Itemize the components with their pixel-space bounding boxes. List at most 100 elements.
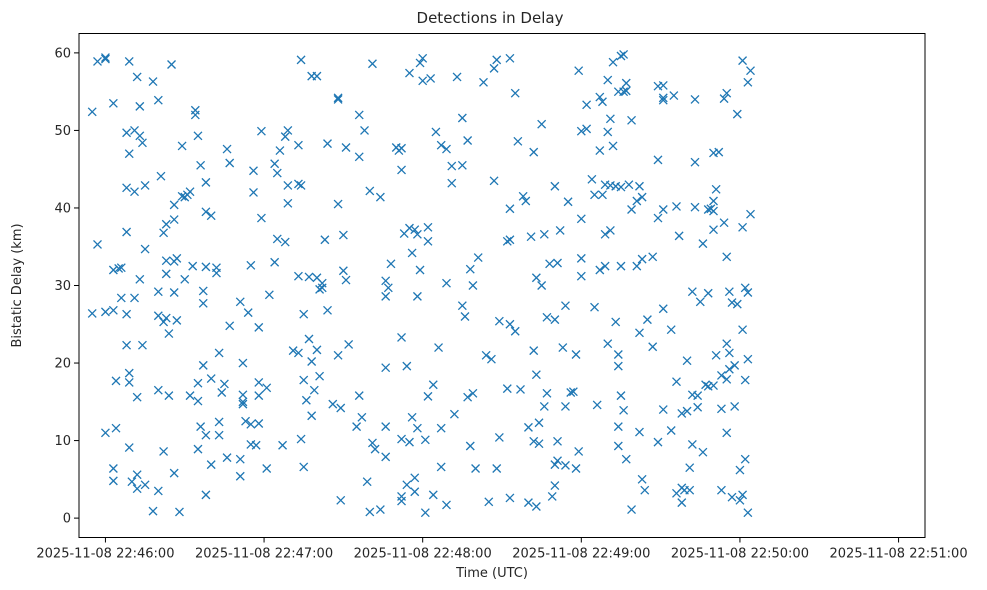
data-point xyxy=(338,230,348,240)
data-point xyxy=(293,179,303,189)
data-point xyxy=(616,51,626,61)
data-point xyxy=(724,364,734,374)
plot-area xyxy=(79,33,925,538)
data-point xyxy=(87,308,97,318)
data-point xyxy=(709,225,718,235)
data-point xyxy=(301,395,311,405)
data-point xyxy=(740,375,750,385)
data-point xyxy=(193,396,203,406)
data-point xyxy=(716,370,726,380)
data-point xyxy=(553,258,562,268)
data-point xyxy=(531,370,541,380)
data-point xyxy=(603,75,613,85)
data-point xyxy=(537,281,547,290)
data-point xyxy=(587,174,597,184)
data-point xyxy=(338,266,348,276)
data-point xyxy=(116,293,126,303)
data-point xyxy=(613,361,623,371)
data-point xyxy=(510,88,520,98)
data-point xyxy=(175,507,184,517)
data-point xyxy=(457,301,467,311)
data-point xyxy=(711,350,721,360)
data-point xyxy=(177,191,187,201)
data-point xyxy=(124,149,134,159)
data-point xyxy=(468,388,478,398)
data-point xyxy=(214,430,224,440)
data-point xyxy=(685,485,695,495)
data-point xyxy=(693,391,703,401)
data-point xyxy=(690,157,700,167)
data-point xyxy=(169,468,179,478)
data-point xyxy=(201,207,211,217)
data-point xyxy=(309,385,319,395)
chart-title: Detections in Delay xyxy=(417,9,564,27)
data-point xyxy=(135,101,145,111)
data-point xyxy=(412,423,422,433)
data-point xyxy=(590,190,599,200)
data-point xyxy=(241,416,251,426)
data-point xyxy=(730,402,740,411)
data-point xyxy=(724,287,734,297)
data-point xyxy=(172,315,182,325)
data-point xyxy=(225,158,235,168)
data-point xyxy=(375,505,385,515)
data-point xyxy=(365,186,375,196)
data-point xyxy=(658,95,668,105)
data-point xyxy=(537,119,547,129)
data-point xyxy=(492,464,502,473)
data-point xyxy=(381,363,391,373)
data-point xyxy=(539,402,549,411)
data-point xyxy=(397,143,406,153)
data-point xyxy=(701,380,711,390)
data-point xyxy=(653,155,663,165)
data-point xyxy=(108,464,118,473)
data-point xyxy=(505,235,515,245)
data-point xyxy=(436,140,446,150)
data-point xyxy=(420,508,430,518)
data-point xyxy=(280,237,290,247)
data-point xyxy=(137,138,147,148)
data-point xyxy=(180,274,190,284)
data-point xyxy=(153,486,163,496)
data-point xyxy=(595,92,605,102)
data-point xyxy=(489,63,499,73)
data-point xyxy=(563,197,573,207)
data-point xyxy=(415,58,425,68)
data-point xyxy=(576,271,586,281)
data-point xyxy=(619,405,629,415)
data-point xyxy=(738,222,748,232)
data-point xyxy=(600,261,610,271)
data-point xyxy=(405,68,414,78)
data-point xyxy=(122,183,132,193)
data-point xyxy=(743,77,753,87)
data-point xyxy=(333,199,343,209)
data-point xyxy=(555,225,565,235)
data-point xyxy=(272,168,282,178)
data-point xyxy=(716,485,726,495)
data-point xyxy=(333,350,343,360)
data-point xyxy=(114,263,124,273)
data-point xyxy=(299,375,309,385)
data-point xyxy=(603,127,613,137)
data-point xyxy=(632,196,642,206)
data-point xyxy=(558,343,568,352)
data-point xyxy=(116,263,126,273)
data-point xyxy=(140,244,150,254)
data-point xyxy=(732,109,742,119)
data-point xyxy=(293,348,303,358)
data-point xyxy=(161,313,171,323)
data-point xyxy=(595,265,605,275)
data-point xyxy=(695,297,705,307)
data-point xyxy=(354,391,364,401)
data-point xyxy=(550,481,560,491)
data-point xyxy=(677,408,687,418)
data-point xyxy=(471,464,481,473)
data-point xyxy=(666,325,676,335)
data-point xyxy=(127,477,137,487)
data-point xyxy=(161,256,171,266)
data-point xyxy=(254,322,264,332)
data-point xyxy=(719,218,729,228)
data-point xyxy=(275,146,285,156)
data-point xyxy=(323,305,332,315)
data-point xyxy=(288,346,298,356)
